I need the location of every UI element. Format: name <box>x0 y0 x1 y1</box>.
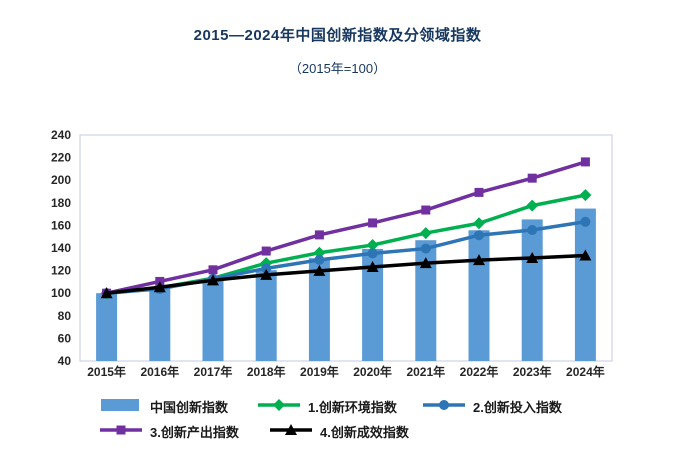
svg-text:2016年: 2016年 <box>140 364 179 379</box>
svg-text:2019年: 2019年 <box>300 364 339 379</box>
triangle-marker-icon <box>270 422 312 441</box>
circle-marker-icon <box>423 397 465 416</box>
legend-label: 2.创新投入指数 <box>473 400 562 415</box>
legend-item-output-index: 3.创新产出指数 <box>100 422 270 441</box>
chart-legend: 中国创新指数 1.创新环境指数 2.创新投入指数 3.创新产出指数 4.创新成效… <box>100 394 640 444</box>
legend-row-1: 中国创新指数 1.创新环境指数 2.创新投入指数 <box>100 394 640 419</box>
square-marker-icon <box>100 422 142 441</box>
bar-swatch-icon <box>100 397 142 416</box>
legend-item-environment-index: 1.创新环境指数 <box>258 397 423 416</box>
legend-item-input-index: 2.创新投入指数 <box>423 397 562 416</box>
svg-text:2015年: 2015年 <box>87 364 126 379</box>
legend-item-china-innovation-index: 中国创新指数 <box>100 397 258 416</box>
legend-item-effectiveness-index: 4.创新成效指数 <box>270 422 409 441</box>
svg-text:40: 40 <box>58 354 72 368</box>
legend-label: 4.创新成效指数 <box>320 425 409 440</box>
svg-text:2021年: 2021年 <box>406 364 445 379</box>
svg-text:2024年: 2024年 <box>566 364 605 379</box>
svg-text:60: 60 <box>58 331 72 345</box>
legend-label: 1.创新环境指数 <box>308 400 397 415</box>
svg-text:80: 80 <box>58 309 72 323</box>
svg-text:2022年: 2022年 <box>460 364 499 379</box>
svg-text:2018年: 2018年 <box>247 364 286 379</box>
svg-text:240: 240 <box>51 128 71 142</box>
legend-label: 中国创新指数 <box>150 400 229 415</box>
legend-label: 3.创新产出指数 <box>150 425 239 440</box>
svg-text:140: 140 <box>51 241 71 255</box>
legend-row-2: 3.创新产出指数 4.创新成效指数 <box>100 419 640 444</box>
svg-text:180: 180 <box>51 196 71 210</box>
svg-text:220: 220 <box>51 151 71 165</box>
svg-text:120: 120 <box>51 264 71 278</box>
svg-text:100: 100 <box>51 286 71 300</box>
svg-text:160: 160 <box>51 218 71 232</box>
chart-subtitle: （2015年=100） <box>288 61 387 76</box>
svg-text:200: 200 <box>51 173 71 187</box>
diamond-marker-icon <box>258 397 300 416</box>
svg-text:2020年: 2020年 <box>353 364 392 379</box>
chart-title: 2015—2024年中国创新指数及分领域指数 <box>193 27 482 44</box>
svg-text:2023年: 2023年 <box>513 364 552 379</box>
svg-text:2017年: 2017年 <box>194 364 233 379</box>
